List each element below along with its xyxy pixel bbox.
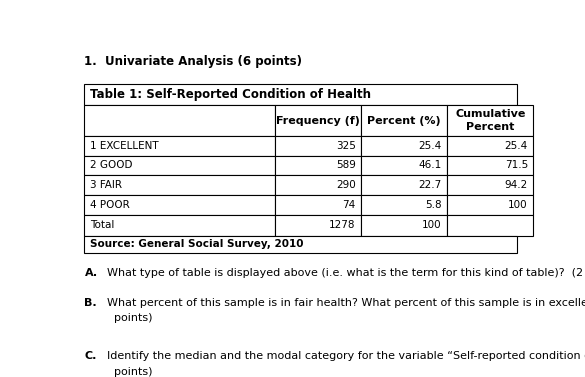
Text: 290: 290 [336,180,356,190]
Text: 5.8: 5.8 [425,200,442,210]
Text: 94.2: 94.2 [505,180,528,190]
Text: 589: 589 [336,161,356,170]
Text: points): points) [114,367,153,377]
Text: 3 FAIR: 3 FAIR [90,180,122,190]
Bar [361,136,447,156]
Bar [275,156,361,175]
Bar [275,136,361,156]
Bar [361,175,447,195]
Text: 1278: 1278 [329,220,356,230]
Text: Percent (%): Percent (%) [367,116,441,126]
Bar [84,175,275,195]
Bar [361,215,447,236]
Text: Table 1: Self-Reported Condition of Health: Table 1: Self-Reported Condition of Heal… [90,88,371,101]
Bar [361,156,447,175]
Text: What percent of this sample is in fair health? What percent of this sample is in: What percent of this sample is in fair h… [107,297,585,308]
Bar [84,105,275,136]
Text: 1.  Univariate Analysis (6 points): 1. Univariate Analysis (6 points) [84,55,302,68]
Bar [84,215,275,236]
Bar [84,156,275,175]
Text: What type of table is displayed above (i.e. what is the term for this kind of ta: What type of table is displayed above (i… [107,268,585,279]
Bar [447,136,534,156]
Bar [447,195,534,215]
Text: Frequency (f): Frequency (f) [276,116,360,126]
Text: 2 GOOD: 2 GOOD [90,161,132,170]
Text: 46.1: 46.1 [418,161,442,170]
Text: 325: 325 [336,141,356,151]
Bar [84,236,517,253]
Text: 74: 74 [342,200,356,210]
Text: 25.4: 25.4 [505,141,528,151]
Bar [275,105,361,136]
Bar [275,175,361,195]
Text: Source: General Social Survey, 2010: Source: General Social Survey, 2010 [90,239,304,249]
Text: points): points) [114,313,153,323]
Bar [275,215,361,236]
Bar [84,195,275,215]
Bar [84,84,517,105]
Text: 100: 100 [508,200,528,210]
Text: A.: A. [84,268,98,279]
Bar [447,175,534,195]
Text: 25.4: 25.4 [418,141,442,151]
Bar [275,195,361,215]
Text: 4 POOR: 4 POOR [90,200,130,210]
Bar [447,156,534,175]
Bar [447,105,534,136]
Bar [447,215,534,236]
Text: C.: C. [84,351,97,361]
Text: 22.7: 22.7 [418,180,442,190]
Text: Total: Total [90,220,114,230]
Text: 100: 100 [422,220,442,230]
Text: B.: B. [84,297,97,308]
Text: 71.5: 71.5 [505,161,528,170]
Bar [361,195,447,215]
Bar [84,136,275,156]
Text: Identify the median and the modal category for the variable “Self-reported condi: Identify the median and the modal catego… [107,351,585,361]
Bar [361,105,447,136]
Text: 1 EXCELLENT: 1 EXCELLENT [90,141,159,151]
Text: Cumulative
Percent: Cumulative Percent [455,109,525,132]
